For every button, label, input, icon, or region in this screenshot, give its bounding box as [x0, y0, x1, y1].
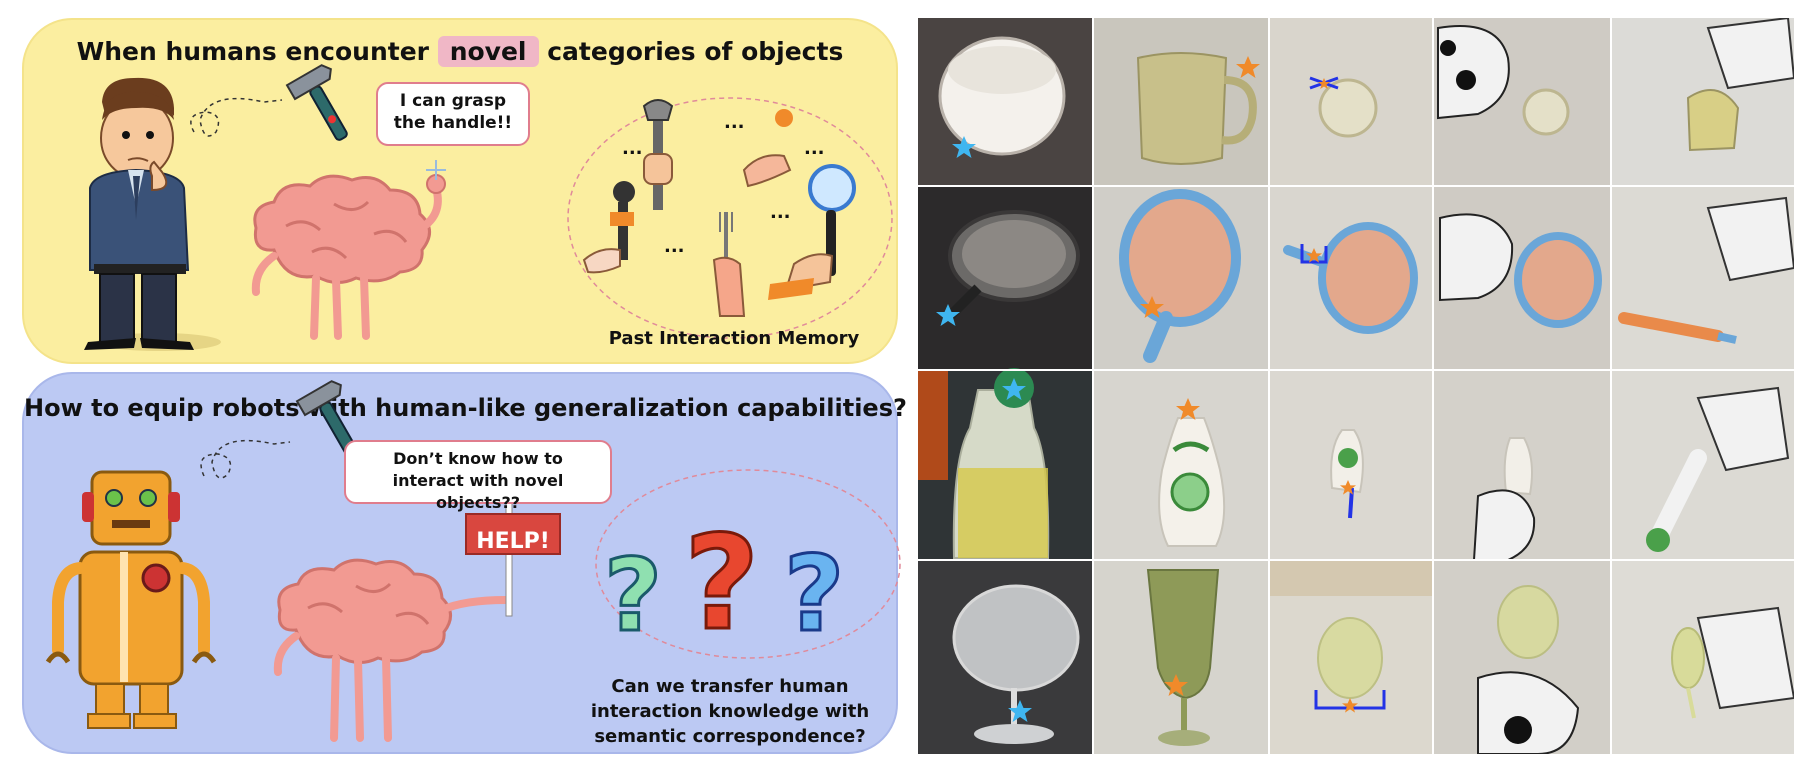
- star-icon: [1306, 248, 1322, 263]
- star-icon: [1340, 480, 1356, 495]
- ellipsis-3: ...: [804, 138, 825, 159]
- question-marks-icon: ? ? ?: [603, 506, 846, 661]
- robot-panel-title: How to equip robots with human-like gene…: [24, 394, 907, 422]
- star-icon: [936, 304, 960, 326]
- star-icon: [1342, 698, 1358, 713]
- star-icon: [1236, 56, 1260, 78]
- star-icon: [1002, 378, 1026, 400]
- robot-illustration: ? ? ?: [45, 380, 901, 742]
- row-mug: [918, 18, 1794, 186]
- results-grid-art: [918, 18, 1794, 754]
- robot-speech-text: Don’t know how to interact with novel ob…: [392, 449, 564, 512]
- hammer-icon: [285, 64, 348, 141]
- speech-text: I can grasp the handle!!: [393, 91, 513, 133]
- question-ellipse: [595, 469, 901, 659]
- row-frying-pan: [918, 186, 1794, 370]
- results-grid: [918, 18, 1794, 754]
- row-wine-glass: [918, 560, 1794, 754]
- speech-bubble-robot: Don’t know how to interact with novel ob…: [344, 440, 612, 512]
- speech-bubble-human: I can grasp the handle!!: [376, 82, 530, 146]
- row-oil-bottle: [918, 368, 1794, 561]
- wrench-hand-icon: [642, 99, 674, 210]
- star-icon: [952, 136, 976, 158]
- ellipsis-1: ...: [622, 138, 643, 159]
- brain-with-sign-icon: [273, 495, 561, 742]
- svg-text:?: ?: [784, 533, 844, 655]
- ellipsis-5: ...: [770, 202, 791, 223]
- memory-label: Past Interaction Memory: [608, 328, 860, 349]
- memory-ellipse: [567, 97, 893, 339]
- thinking-man-icon: [84, 77, 221, 351]
- ellipsis-2: ...: [724, 112, 745, 133]
- star-markers: [936, 56, 1358, 722]
- svg-text:?: ?: [684, 507, 759, 659]
- novel-highlight: novel: [437, 36, 539, 67]
- flower-hand-icon: [742, 109, 793, 188]
- robot-panel: How to equip robots with human-like gene…: [22, 372, 907, 754]
- human-illustration: ... ... ... ... ...: [84, 64, 893, 351]
- star-icon: [1164, 674, 1188, 696]
- brain-icon: [251, 160, 446, 340]
- fork-hand-icon: [712, 212, 746, 317]
- star-icon: [1318, 78, 1330, 89]
- title-prefix: When humans encounter: [76, 37, 429, 66]
- title-suffix: categories of objects: [547, 37, 844, 66]
- magnifier-hand-icon: [768, 164, 856, 300]
- ellipsis-4: ...: [664, 236, 685, 257]
- human-panel: When humans encounter novel categories o…: [22, 18, 898, 364]
- transfer-question: Can we transfer human interaction knowle…: [590, 676, 870, 747]
- star-icon: [1140, 296, 1164, 318]
- star-icon: [1176, 398, 1200, 420]
- help-sign-text: HELP!: [476, 529, 550, 554]
- grid-lines: [918, 18, 1794, 754]
- microphone-hand-icon: [582, 181, 635, 274]
- human-panel-title: When humans encounter novel categories o…: [24, 36, 896, 67]
- dashed-trail: [190, 97, 283, 137]
- dashed-trail-robot: [200, 439, 291, 479]
- svg-text:?: ?: [604, 537, 662, 654]
- robot-icon: [45, 470, 217, 729]
- star-icon: [1008, 700, 1032, 722]
